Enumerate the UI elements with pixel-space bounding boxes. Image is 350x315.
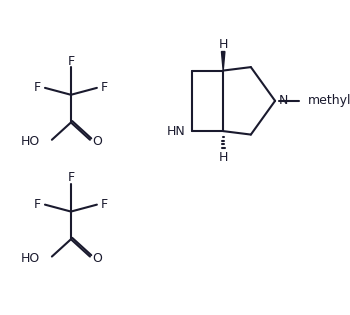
- Text: methyl: methyl: [308, 94, 350, 107]
- Text: F: F: [101, 198, 108, 211]
- Text: HN: HN: [166, 125, 185, 138]
- Text: H: H: [218, 151, 228, 163]
- Text: HO: HO: [21, 135, 40, 148]
- Text: methyl_label: methyl_label: [0, 314, 1, 315]
- Text: H: H: [218, 38, 228, 51]
- Text: HO: HO: [21, 252, 40, 265]
- Text: N: N: [279, 94, 288, 107]
- Polygon shape: [222, 52, 225, 71]
- Text: F: F: [67, 54, 75, 67]
- Text: F: F: [101, 81, 108, 94]
- Text: F: F: [34, 81, 41, 94]
- Text: O: O: [92, 135, 102, 148]
- Text: F: F: [67, 171, 75, 184]
- Text: F: F: [34, 198, 41, 211]
- Text: O: O: [92, 252, 102, 265]
